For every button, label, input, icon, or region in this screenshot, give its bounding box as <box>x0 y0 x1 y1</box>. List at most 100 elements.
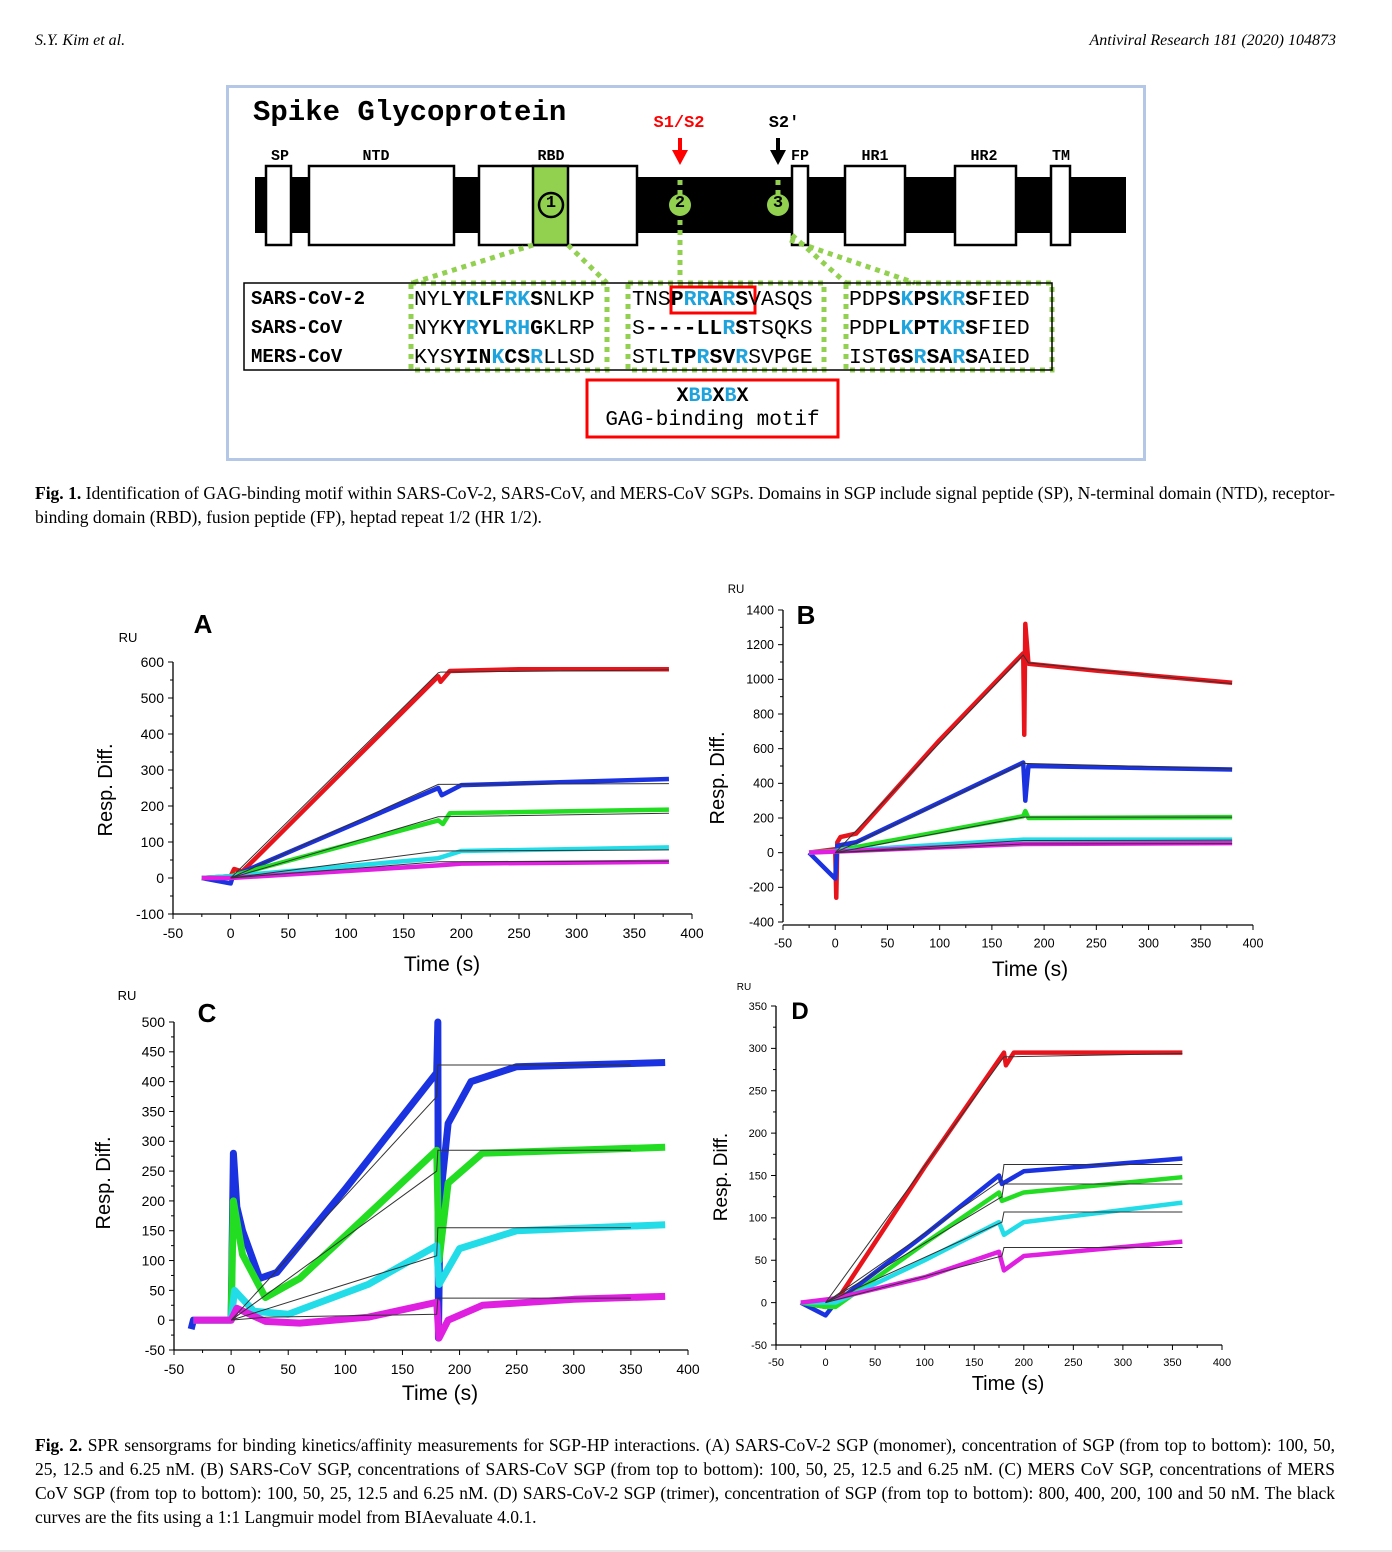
fit-curve <box>835 843 1233 854</box>
residue-run: S <box>965 288 979 312</box>
domain-hr2 <box>953 164 1018 247</box>
panel-label: D <box>791 998 808 1025</box>
residue-run: FIED <box>978 317 1030 341</box>
series-100-nM-trace <box>808 621 1233 900</box>
y-unit-label: RU <box>737 982 751 993</box>
fit-curve <box>825 1163 1183 1304</box>
x-tick-label: 0 <box>832 937 839 951</box>
s1s2-cleavage-highlight <box>669 285 757 315</box>
x-tick-label: 300 <box>1138 937 1159 951</box>
domain-tm <box>1049 164 1072 247</box>
y-tick-label: 400 <box>141 726 165 742</box>
y-tick-label: 500 <box>141 690 165 706</box>
x-tick-label: 200 <box>1034 937 1055 951</box>
y-tick-label: 200 <box>749 1128 767 1140</box>
x-tick-label: 250 <box>1064 1357 1082 1369</box>
x-tick-label: 250 <box>505 1361 529 1377</box>
residue-run: CS <box>504 346 531 370</box>
y-tick-label: 600 <box>141 654 165 670</box>
residue-run: RK <box>504 288 531 312</box>
y-tick-label: 200 <box>142 1193 166 1209</box>
species-label: SARS-CoV-2 <box>251 288 366 310</box>
x-tick-label: 100 <box>929 937 950 951</box>
y-tick-label: -200 <box>749 881 774 895</box>
y-axis-title: Resp. Diff. <box>707 732 729 825</box>
residue-run: RR <box>683 288 710 312</box>
x-tick-label: 300 <box>1114 1357 1132 1369</box>
motif-pattern: XBBXBX <box>587 382 838 411</box>
x-tick-label: 150 <box>392 925 416 941</box>
y-tick-label: 200 <box>753 811 774 825</box>
fit-curve <box>825 1247 1183 1304</box>
y-tick-label: 250 <box>142 1163 166 1179</box>
y-tick-label: 150 <box>749 1170 767 1182</box>
y-tick-label: 0 <box>761 1297 767 1309</box>
fit-curve <box>230 1227 631 1321</box>
site-1-marker <box>537 191 565 219</box>
x-tick-label: 100 <box>915 1357 933 1369</box>
residue-run: S <box>887 288 901 312</box>
residue-run: YIN <box>452 346 492 370</box>
residue-run: KLRP <box>543 317 595 341</box>
y-tick-label: 1200 <box>746 638 774 652</box>
y-tick-label: 100 <box>749 1213 767 1225</box>
residue-run: STL <box>632 346 671 370</box>
y-tick-label: 0 <box>767 846 774 860</box>
residue-run: R <box>465 288 479 312</box>
y-tick-label: 0 <box>157 1312 165 1328</box>
figure-1-caption: Fig. 1. Identification of GAG-binding mo… <box>35 481 1335 529</box>
residue-run: TP <box>670 346 697 370</box>
y-tick-label: 150 <box>142 1223 166 1239</box>
sequence-segment: KYSYINKCSRLLSD <box>414 344 595 373</box>
residue-run: K <box>491 346 505 370</box>
residue-run: KR <box>939 288 966 312</box>
residue-run: S <box>735 288 749 312</box>
motif-box <box>585 378 840 439</box>
species-label: MERS-CoV <box>251 346 343 368</box>
residue-run: YL <box>478 317 505 341</box>
residue-run: R <box>530 346 544 370</box>
residue-run: PDP <box>849 288 888 312</box>
residue-run: X <box>736 385 749 408</box>
domain-label-hr1: HR1 <box>861 148 889 165</box>
residue-run: R <box>913 346 927 370</box>
fit-curve <box>835 762 1233 854</box>
series-6-25-nM-trace <box>201 859 669 881</box>
fit-curve <box>230 812 669 879</box>
residue-run: PT <box>913 317 940 341</box>
residue-run: FIED <box>978 288 1030 312</box>
residue-run: S <box>965 317 979 341</box>
fit-curve <box>835 816 1233 854</box>
fit-curve <box>825 1052 1183 1303</box>
sequence-segment: PDPSKPSKRSFIED <box>849 286 1030 315</box>
series-50-nM-trace <box>193 1143 666 1324</box>
series-50-nM-trace <box>201 776 669 886</box>
s1s2-arrow-icon <box>672 138 688 165</box>
x-tick-label: 100 <box>334 1361 358 1377</box>
panel-label: A <box>194 609 213 639</box>
fit-curve <box>825 1183 1183 1304</box>
residue-run: S <box>530 288 544 312</box>
spike-domain-diagram <box>243 138 1126 439</box>
y-tick-label: 250 <box>749 1086 767 1098</box>
residue-run: R <box>722 288 736 312</box>
domain-sp <box>264 164 293 247</box>
residue-run: K <box>900 288 914 312</box>
x-tick-label: 250 <box>507 925 531 941</box>
residue-run: AIED <box>978 346 1030 370</box>
x-tick-label: 400 <box>680 925 704 941</box>
y-tick-label: 350 <box>749 1001 767 1013</box>
domain-label-rbd: RBD <box>537 148 565 165</box>
residue-run: NYK <box>414 317 453 341</box>
domain-label-fp: FP <box>790 148 810 165</box>
figure-2-caption-label: Fig. 2. <box>35 1435 83 1455</box>
x-tick-label: 150 <box>391 1361 415 1377</box>
x-axis-title: Time (s) <box>402 1382 478 1405</box>
sequence-table-frame <box>243 282 1053 371</box>
x-tick-label: -50 <box>163 925 183 941</box>
y-tick-label: 800 <box>753 707 774 721</box>
fit-curve <box>825 1211 1183 1304</box>
y-tick-label: 500 <box>142 1014 166 1030</box>
residue-run: R <box>465 317 479 341</box>
